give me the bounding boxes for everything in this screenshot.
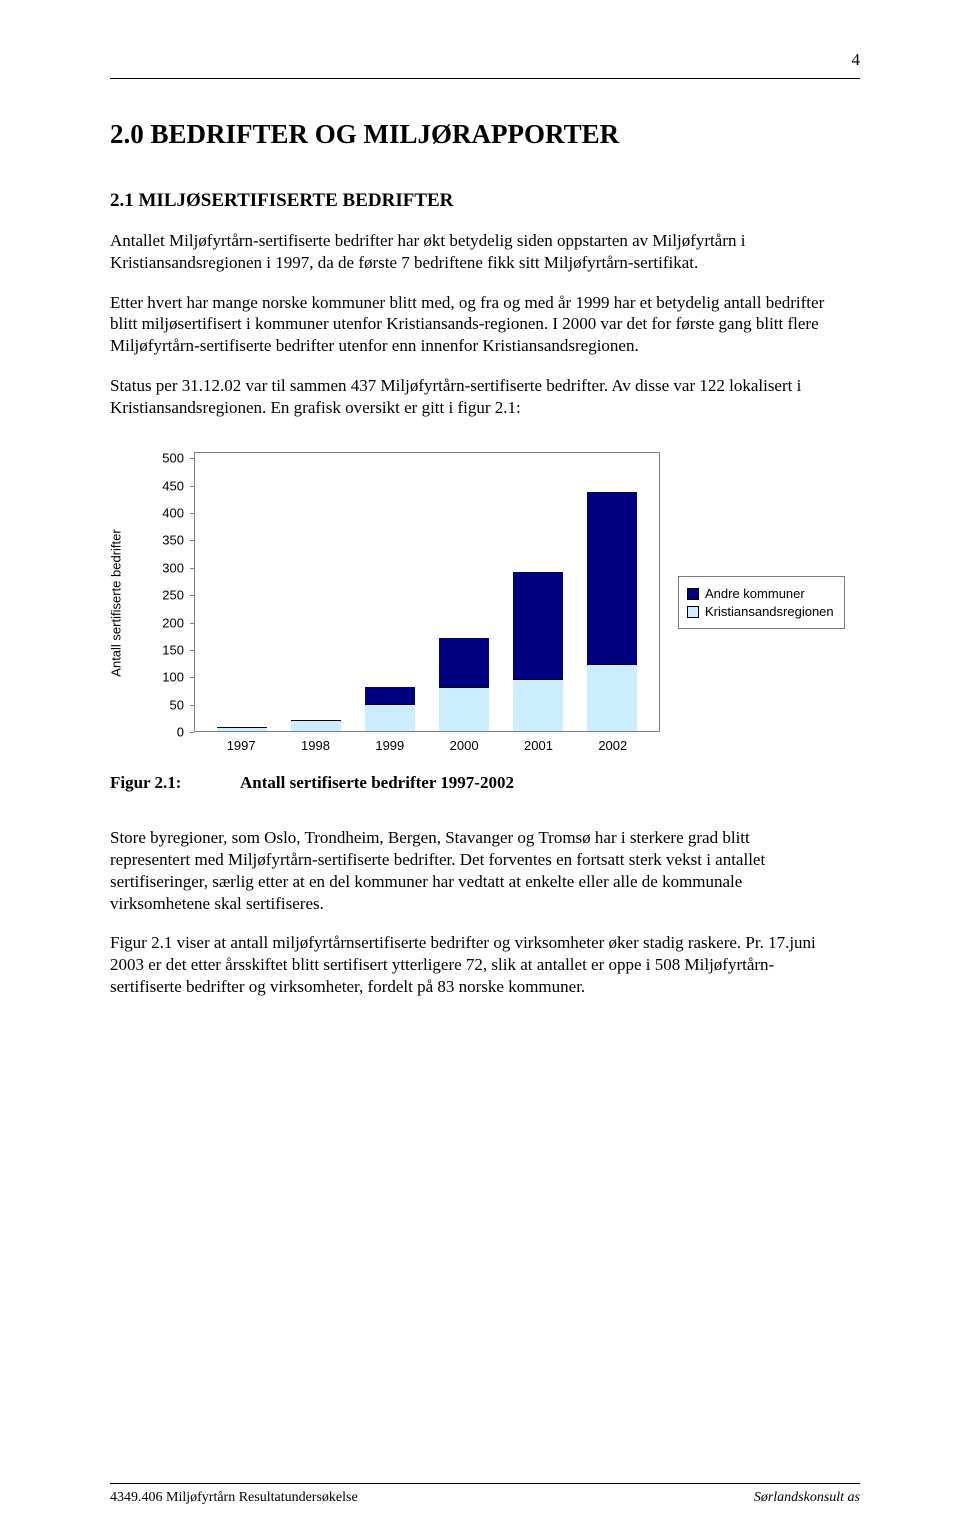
bar-segment-kristiansand <box>291 720 341 731</box>
bar-segment-andre <box>513 572 563 679</box>
page-footer: 4349.406 Miljøfyrtårn Resultatundersøkel… <box>110 1490 860 1506</box>
y-tick-label: 150 <box>162 643 184 658</box>
legend-item: Andre kommuner <box>687 586 834 601</box>
bar <box>217 727 267 731</box>
legend-label: Andre kommuner <box>705 586 805 601</box>
x-tick-label: 2001 <box>513 738 563 753</box>
y-tick-label: 200 <box>162 615 184 630</box>
footer-left: 4349.406 Miljøfyrtårn Resultatundersøkel… <box>110 1490 358 1506</box>
y-tick-label: 450 <box>162 478 184 493</box>
bar <box>291 720 341 731</box>
stacked-bar-chart: Antall sertifiserte bedrifter 0501001502… <box>150 452 660 753</box>
bar-segment-kristiansand <box>439 687 489 731</box>
y-tick-label: 0 <box>177 725 184 740</box>
plot-area <box>194 452 660 732</box>
bar-segment-kristiansand <box>217 727 267 731</box>
x-tick-label: 2002 <box>588 738 638 753</box>
paragraph: Etter hvert har mange norske kommuner bl… <box>110 292 830 357</box>
legend-item: Kristiansandsregionen <box>687 604 834 619</box>
y-tick-label: 300 <box>162 560 184 575</box>
paragraph: Store byregioner, som Oslo, Trondheim, B… <box>110 827 830 914</box>
footer-rule <box>110 1483 860 1484</box>
x-tick-label: 2000 <box>439 738 489 753</box>
bar-segment-andre <box>587 492 637 665</box>
y-tick-label: 100 <box>162 670 184 685</box>
paragraph: Antallet Miljøfyrtårn-sertifiserte bedri… <box>110 230 830 274</box>
header-rule <box>110 78 860 79</box>
y-tick-label: 400 <box>162 506 184 521</box>
paragraph: Figur 2.1 viser at antall miljøfyrtårnse… <box>110 932 830 997</box>
chart-legend: Andre kommuner Kristiansandsregionen <box>678 576 845 629</box>
x-tick-label: 1998 <box>290 738 340 753</box>
x-tick-label: 1997 <box>216 738 266 753</box>
chart-container: Antall sertifiserte bedrifter 0501001502… <box>150 452 860 753</box>
section-title: 2.1 MILJØSERTIFISERTE BEDRIFTER <box>110 190 860 212</box>
bar <box>587 492 637 731</box>
bar-segment-kristiansand <box>365 704 415 731</box>
y-tick-label: 50 <box>170 697 184 712</box>
legend-swatch <box>687 588 699 600</box>
y-tick-label: 250 <box>162 588 184 603</box>
y-axis-labels: 0 50 100 150 200 250 300 350 400 450 500 <box>150 452 190 753</box>
chapter-title: 2.0 BEDRIFTER OG MILJØRAPPORTER <box>110 119 860 150</box>
x-tick-label: 1999 <box>365 738 415 753</box>
paragraph: Status per 31.12.02 var til sammen 437 M… <box>110 375 830 419</box>
figure-caption: Figur 2.1: Antall sertifiserte bedrifter… <box>110 773 860 793</box>
x-axis-labels: 1997 1998 1999 2000 2001 2002 <box>194 732 660 753</box>
footer-right: Sørlandskonsult as <box>754 1490 860 1506</box>
y-axis-title: Antall sertifiserte bedrifter <box>109 529 124 676</box>
page-number: 4 <box>110 50 860 70</box>
bar <box>365 687 415 731</box>
bar-segment-kristiansand <box>513 679 563 731</box>
y-tick-label: 350 <box>162 533 184 548</box>
bar <box>513 572 563 731</box>
bar-segment-andre <box>365 687 415 703</box>
y-tick-label: 500 <box>162 451 184 466</box>
bar-segment-kristiansand <box>587 664 637 731</box>
figure-caption-lead: Figur 2.1: <box>110 773 240 793</box>
legend-label: Kristiansandsregionen <box>705 604 834 619</box>
bar-segment-andre <box>439 638 489 687</box>
legend-swatch <box>687 606 699 618</box>
bar <box>439 638 489 731</box>
figure-caption-text: Antall sertifiserte bedrifter 1997-2002 <box>240 773 514 793</box>
